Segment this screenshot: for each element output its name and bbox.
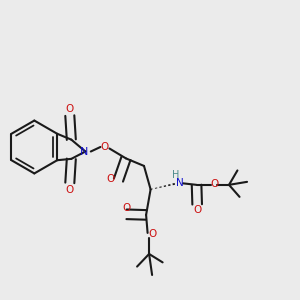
Text: O: O xyxy=(107,173,115,184)
Text: O: O xyxy=(193,206,201,215)
Text: O: O xyxy=(211,179,219,189)
Text: O: O xyxy=(65,104,74,114)
Text: N: N xyxy=(176,178,184,188)
Text: O: O xyxy=(148,230,156,239)
Text: O: O xyxy=(122,203,130,213)
Text: O: O xyxy=(65,184,74,194)
Text: H: H xyxy=(172,170,179,180)
Text: O: O xyxy=(101,142,109,152)
Text: N: N xyxy=(80,146,88,157)
